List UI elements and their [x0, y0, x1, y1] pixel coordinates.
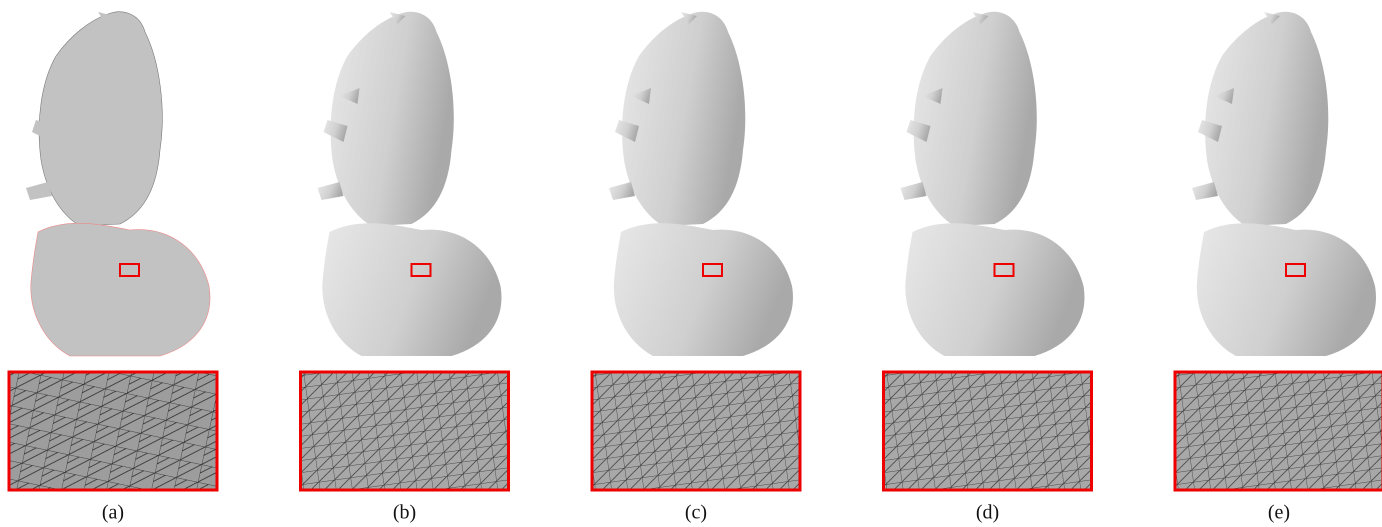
mesh-fragment [26, 182, 52, 200]
figure: (a) (b) (c) (d) (e) [0, 0, 1382, 527]
mesh-fragment [901, 182, 927, 200]
mesh-head [331, 12, 454, 226]
panel: (e) [1175, 12, 1382, 524]
mesh-bust [614, 223, 793, 356]
panel-label: (b) [393, 502, 416, 524]
panel: (d) [884, 12, 1092, 524]
mesh-bust [905, 223, 1084, 356]
panel: (a) [9, 12, 217, 524]
mesh-bust [1197, 223, 1376, 356]
panel-label: (c) [685, 502, 707, 524]
panel-label: (d) [976, 502, 999, 524]
panel-label: (e) [1268, 502, 1290, 524]
mesh-fragment [609, 182, 635, 200]
mesh-head [914, 12, 1037, 226]
panel: (b) [301, 12, 509, 524]
mesh-bust [31, 223, 210, 356]
panel-label: (a) [102, 502, 124, 524]
mesh-head [1205, 12, 1328, 226]
mesh-head [622, 12, 745, 226]
zoom-inset [9, 372, 217, 490]
zoom-inset [884, 372, 1092, 490]
mesh-bust [322, 223, 501, 356]
mesh-head [39, 12, 162, 226]
zoom-inset [592, 372, 800, 490]
panel: (c) [592, 12, 800, 524]
mesh-fragment [1192, 182, 1218, 200]
mesh-fragment [318, 182, 344, 200]
zoom-inset [1175, 372, 1382, 490]
zoom-inset [301, 372, 509, 490]
